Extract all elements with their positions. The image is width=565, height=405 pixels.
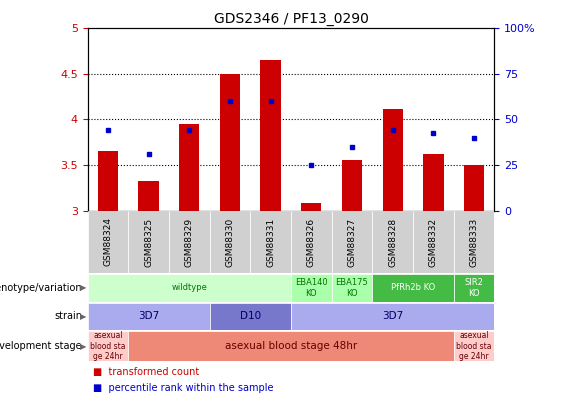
Bar (128, 331, 454, 361)
Bar (454, 211, 494, 273)
Text: GSM88333: GSM88333 (470, 217, 479, 266)
Bar (383, 109, 403, 211)
Text: GSM88327: GSM88327 (347, 217, 357, 266)
Text: PfRh2b KO: PfRh2b KO (391, 284, 435, 292)
Text: asexual
blood sta
ge 24hr: asexual blood sta ge 24hr (90, 331, 125, 361)
Bar (220, 74, 240, 211)
Bar (464, 165, 484, 211)
Bar (128, 211, 169, 273)
Text: development stage: development stage (0, 341, 82, 351)
Bar (413, 211, 454, 273)
Bar (260, 60, 281, 211)
Bar (250, 211, 291, 273)
Text: ■  percentile rank within the sample: ■ percentile rank within the sample (93, 383, 273, 393)
Bar (332, 274, 372, 302)
Text: asexual
blood sta
ge 24hr: asexual blood sta ge 24hr (457, 331, 492, 361)
Bar (88, 331, 128, 361)
Text: GSM88328: GSM88328 (388, 217, 397, 266)
Text: GSM88332: GSM88332 (429, 217, 438, 266)
Bar (372, 211, 413, 273)
Bar (210, 303, 291, 330)
Text: GSM88326: GSM88326 (307, 217, 316, 266)
Text: wildtype: wildtype (171, 284, 207, 292)
Bar (372, 274, 454, 302)
Bar (291, 211, 332, 273)
Bar (88, 274, 291, 302)
Text: ■  transformed count: ■ transformed count (93, 367, 199, 377)
Bar (98, 151, 118, 211)
Text: D10: D10 (240, 311, 261, 321)
Text: EBA140
KO: EBA140 KO (295, 278, 328, 298)
Bar (423, 154, 444, 211)
Text: ▶: ▶ (80, 341, 86, 351)
Text: SIR2
KO: SIR2 KO (464, 278, 484, 298)
Text: ▶: ▶ (80, 312, 86, 321)
Text: GSM88331: GSM88331 (266, 217, 275, 266)
Bar (169, 211, 210, 273)
Bar (301, 203, 321, 211)
Bar (210, 211, 250, 273)
Bar (179, 124, 199, 211)
Bar (88, 211, 128, 273)
Bar (291, 274, 332, 302)
Bar (454, 274, 494, 302)
Text: 3D7: 3D7 (138, 311, 159, 321)
Text: genotype/variation: genotype/variation (0, 283, 82, 293)
Bar (332, 211, 372, 273)
Text: GSM88325: GSM88325 (144, 217, 153, 266)
Text: 3D7: 3D7 (382, 311, 403, 321)
Bar (291, 303, 494, 330)
Bar (138, 181, 159, 211)
Bar (88, 303, 210, 330)
Text: GSM88329: GSM88329 (185, 217, 194, 266)
Text: ▶: ▶ (80, 284, 86, 292)
Title: GDS2346 / PF13_0290: GDS2346 / PF13_0290 (214, 12, 368, 26)
Text: EBA175
KO: EBA175 KO (336, 278, 368, 298)
Text: asexual blood stage 48hr: asexual blood stage 48hr (225, 341, 357, 351)
Bar (342, 160, 362, 211)
Bar (454, 331, 494, 361)
Text: strain: strain (54, 311, 82, 321)
Text: GSM88330: GSM88330 (225, 217, 234, 266)
Text: GSM88324: GSM88324 (103, 217, 112, 266)
